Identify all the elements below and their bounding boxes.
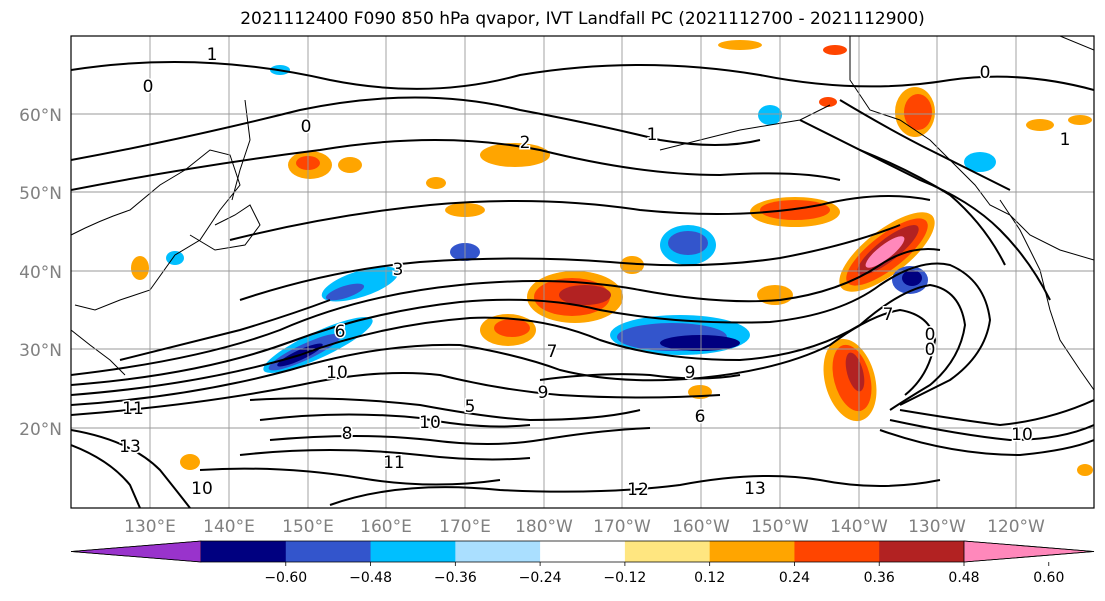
map-title: 2021112400 F090 850 hPa qvapor, IVT Land…	[240, 9, 925, 29]
colorbar-tick-label: −0.48	[349, 570, 392, 586]
contour-label: 1	[1060, 130, 1071, 150]
colorbar-tick-label: −0.12	[603, 570, 646, 586]
contour-label: 0	[301, 117, 312, 137]
colorbar-segment	[285, 541, 372, 562]
contour-label: 11	[383, 453, 405, 473]
contour-label: 10	[1011, 425, 1033, 445]
colorbar: −0.60 −0.48 −0.36 −0.24 −0.12 0.12 0.24 0.36 0.4…	[70, 540, 1095, 586]
contour-label: 2	[520, 133, 531, 153]
contour-label: 7	[883, 305, 894, 325]
contour-label: 6	[695, 407, 706, 427]
contour-label: 13	[119, 437, 141, 457]
contour-label: 10	[326, 363, 348, 383]
colorbar-segment	[879, 541, 965, 562]
lon-label: 130°E	[124, 517, 176, 537]
colorbar-tick-label: −0.36	[434, 570, 477, 586]
map-frame	[70, 35, 1095, 509]
lon-label: 150°W	[751, 517, 809, 537]
lon-label: 160°W	[672, 517, 730, 537]
lon-label: 140°E	[203, 517, 255, 537]
contour-label: 13	[744, 479, 766, 499]
lon-label: 170°W	[593, 517, 651, 537]
lon-label: 160°E	[360, 517, 412, 537]
lon-label: 140°W	[830, 517, 888, 537]
lat-label: 60°N	[19, 106, 62, 126]
colorbar-extend-low	[70, 540, 202, 563]
colorbar-tick-label: 0.36	[864, 570, 895, 586]
colorbar-tick-label: −0.24	[519, 570, 562, 586]
colorbar-tick-label: 0.24	[779, 570, 810, 586]
colorbar-segment	[709, 541, 795, 562]
contour-label: 7	[547, 342, 558, 362]
coastlines	[71, 36, 1094, 391]
colorbar-segment	[455, 541, 541, 562]
contour-label: 12	[627, 480, 649, 500]
contour-label: 9	[538, 383, 549, 403]
colorbar-tick-label: −0.60	[264, 570, 307, 586]
gridlines	[71, 36, 1094, 508]
colorbar-segment	[624, 541, 711, 562]
lon-label: 180°W	[515, 517, 573, 537]
colorbar-extend-high	[963, 540, 1095, 563]
contour-label: 10	[419, 413, 441, 433]
colorbar-segment	[540, 541, 626, 562]
lat-label: 40°N	[19, 263, 62, 283]
colorbar-tick-label: 0.12	[694, 570, 725, 586]
longitude-labels: 130°E 140°E 150°E 160°E 170°E 180°W 170°…	[124, 517, 1045, 537]
lon-label: 150°E	[282, 517, 334, 537]
contour-label: 8	[342, 424, 353, 444]
lat-label: 20°N	[19, 420, 62, 440]
contour-label: 5	[465, 397, 476, 417]
lon-label: 130°W	[908, 517, 966, 537]
lon-label: 170°E	[439, 517, 491, 537]
colorbar-segment	[794, 541, 880, 562]
contour-label: 0	[925, 325, 936, 345]
ivt-contours	[71, 61, 1094, 508]
colorbar-tick-label: 0.60	[1033, 570, 1064, 586]
lat-label: 50°N	[19, 184, 62, 204]
contour-label: 3	[393, 260, 404, 280]
contour-label: 1	[647, 125, 658, 145]
lon-label: 120°W	[987, 517, 1045, 537]
contour-label: 9	[685, 363, 696, 383]
colorbar-segment	[201, 541, 287, 562]
colorbar-tick-label: 0.48	[948, 570, 979, 586]
colorbar-frame	[70, 540, 1095, 563]
contour-label: 6	[335, 322, 346, 342]
colorbar-segment	[370, 541, 456, 562]
latitude-labels: 60°N 50°N 40°N 30°N 20°N	[19, 106, 62, 440]
contour-label: 0	[143, 77, 154, 97]
contour-label: 0	[925, 340, 936, 360]
contour-label: 1	[207, 45, 218, 65]
contour-label: 0	[980, 63, 991, 83]
contour-label: 11	[122, 399, 144, 419]
contour-label: 10	[191, 479, 213, 499]
lat-label: 30°N	[19, 341, 62, 361]
